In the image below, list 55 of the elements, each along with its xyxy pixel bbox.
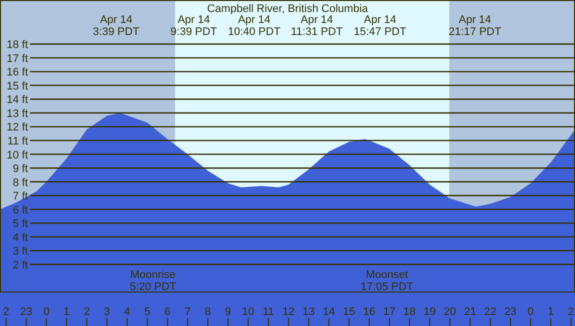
x-tick-label: 1 [64, 306, 70, 318]
x-tick-label: 19 [424, 306, 436, 318]
y-tick-label: 15 ft [6, 80, 28, 92]
x-tick-label: 20 [444, 306, 456, 318]
x-tick-label: 1 [548, 306, 554, 318]
y-tick-label: 8 ft [12, 176, 28, 189]
x-tick-label: 3 [104, 306, 110, 318]
y-tick-label: 12 ft [6, 122, 28, 134]
y-tick-label: 7 ft [12, 190, 28, 203]
annotation: Apr 14 15:47 PDT [354, 14, 407, 38]
x-tick-label: 7 [184, 306, 191, 318]
x-tick-label: 11 [262, 306, 274, 318]
y-tick-label: 16 ft [6, 66, 28, 79]
x-tick-label: 17 [383, 306, 396, 318]
x-tick-label: 2 [2, 306, 10, 318]
x-tick-label: 14 [322, 306, 335, 318]
annotation: Apr 14 10:40 PDT [228, 14, 281, 38]
y-tick-label: 10 ft [6, 149, 28, 162]
annotation: Apr 14 3:39 PDT [92, 14, 140, 38]
y-tick-label: 6 ft [12, 204, 28, 216]
annotation: Moonrise 5:20 PDT [130, 269, 176, 293]
x-tick-label: 10 [242, 306, 254, 318]
x-tick-label: 18 [403, 306, 416, 318]
annotation: Apr 14 11:31 PDT [290, 14, 343, 38]
x-tick-label: 0 [43, 306, 50, 318]
y-tick-label: 11 ft [7, 135, 28, 148]
x-tick-label: 4 [124, 306, 130, 318]
x-tick-label: 0 [528, 306, 534, 318]
x-tick-label: 6 [164, 306, 171, 318]
y-tick-label: 4 ft [12, 232, 28, 244]
x-tick-label: 8 [204, 306, 211, 318]
y-tick-label: 3 ft [12, 246, 28, 258]
x-tick-label: 15 [342, 306, 356, 318]
y-tick-label: 2 ft [12, 259, 28, 272]
x-tick-label: 9 [224, 306, 232, 318]
x-tick-label: 2 [84, 306, 90, 318]
x-tick-label: 21 [464, 306, 476, 318]
y-tick-label: 5 ft [12, 218, 28, 230]
annotation: Apr 14 21:17 PDT [448, 14, 502, 38]
x-tick-label: 23 [504, 306, 517, 318]
y-tick-label: 9 ft [12, 163, 28, 176]
y-tick-label: 14 ft [6, 94, 28, 106]
x-tick-label: 2 [568, 306, 574, 318]
x-tick-label: 22 [484, 306, 496, 318]
chart-title: Campbell River, British Columbia [207, 3, 369, 15]
y-tick-label: 13 ft [6, 108, 28, 120]
x-tick-label: 13 [302, 306, 315, 318]
annotation: Moonset 17:05 PDT [360, 269, 414, 293]
y-tick-label: 18 ft [6, 39, 28, 52]
x-tick-label: 5 [144, 306, 150, 318]
x-tick-label: 12 [282, 306, 295, 318]
x-tick-label: 16 [363, 306, 376, 318]
y-tick-label: 17 ft [6, 52, 28, 65]
x-tick-label: 23 [20, 306, 32, 318]
annotation: Apr 14 9:39 PDT [170, 14, 218, 38]
